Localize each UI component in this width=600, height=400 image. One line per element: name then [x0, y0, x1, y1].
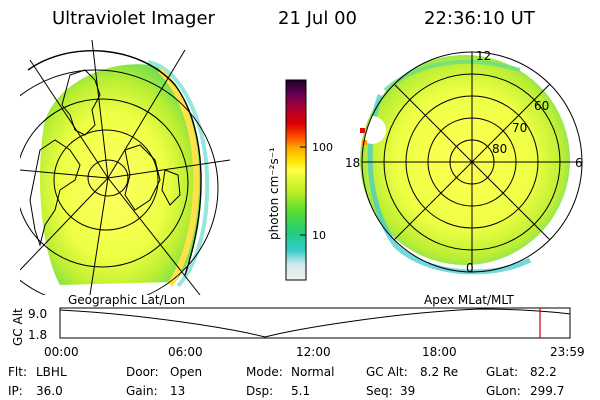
left-meridian — [89, 177, 109, 295]
colorbar-scale — [285, 79, 307, 281]
left-meridian — [107, 177, 201, 295]
right-hotspot-orange — [362, 140, 367, 145]
info-key-gcalt: GC Alt: — [366, 365, 408, 379]
time-tick-2359: 23:59 — [550, 345, 585, 359]
altitude-curve — [59, 308, 571, 338]
left-meridian — [29, 59, 109, 179]
time-tick-0000: 00:00 — [44, 345, 79, 359]
altitude-ytick-low: 1.8 — [28, 328, 47, 342]
info-key-door: Door: — [126, 365, 159, 379]
lat-label-70: 70 — [512, 121, 527, 135]
colorbar-unit-label: photon cm⁻²s⁻¹ — [267, 147, 281, 240]
colorbar-tick-label-10: 10 — [312, 229, 326, 242]
left-lat-circle — [20, 98, 189, 268]
left-meridian — [91, 40, 109, 179]
info-val-door: Open — [170, 365, 202, 379]
altitude-ytick-high: 9.0 — [28, 307, 47, 321]
info-val-glat: 82.2 — [530, 365, 557, 379]
info-val-mode: Normal — [291, 365, 334, 379]
time-tick-0600: 06:00 — [168, 345, 203, 359]
left-meridian — [20, 169, 109, 179]
info-val-gain: 13 — [170, 384, 185, 398]
right-panel-label: Apex MLat/MLT — [424, 293, 514, 307]
info-val-seq: 39 — [400, 384, 415, 398]
coastline-greenland — [61, 69, 101, 136]
left-lat-circle — [53, 129, 159, 231]
lat-label-80: 80 — [492, 142, 507, 156]
apex-polar-panel: 12 18 6 0 60 70 80 — [345, 49, 583, 275]
left-meridian — [20, 177, 109, 271]
info-key-dsp: Dsp: — [246, 384, 273, 398]
lat-label-60: 60 — [534, 99, 549, 113]
info-panel: Flt: LBHL Door: Open Mode: Normal GC Alt… — [8, 365, 564, 398]
altitude-axis-label: GC Alt — [11, 308, 25, 346]
altitude-strip: GC Alt 9.0 1.8 00:00 06:00 12:00 18:00 2… — [11, 307, 585, 359]
info-val-ip: 36.0 — [36, 384, 63, 398]
info-key-glat: GLat: — [486, 365, 518, 379]
info-key-flt: Flt: — [8, 365, 27, 379]
geographic-image-panel — [20, 40, 230, 295]
altitude-strip-frame — [59, 307, 571, 339]
left-panel-label: Geographic Lat/Lon — [68, 293, 185, 307]
mlt-label-0: 0 — [466, 261, 474, 275]
mlt-label-18: 18 — [345, 156, 360, 170]
info-key-gain: Gain: — [126, 384, 158, 398]
coastline-islands — [124, 144, 181, 211]
header-time: 22:36:10 UT — [424, 8, 536, 29]
left-aurora-disk — [40, 64, 202, 285]
left-lat-circle — [20, 69, 219, 295]
right-aurora-disk — [360, 55, 570, 265]
info-val-glon: 299.7 — [530, 384, 564, 398]
info-key-seq: Seq: — [366, 384, 393, 398]
info-val-flt: LBHL — [36, 365, 67, 379]
earth-limb — [27, 50, 202, 276]
mlt-label-12: 12 — [476, 49, 491, 63]
left-meridian — [107, 159, 230, 179]
header-title: Ultraviolet Imager — [52, 8, 216, 29]
info-val-dsp: 5.1 — [291, 384, 310, 398]
info-key-ip: IP: — [8, 384, 23, 398]
info-val-gcalt: 8.2 Re — [420, 365, 458, 379]
info-key-glon: GLon: — [486, 384, 521, 398]
left-meridian — [107, 49, 186, 179]
colorbar: 100 10 photon cm⁻²s⁻¹ — [267, 79, 333, 281]
left-limb-band — [157, 67, 200, 287]
header-date: 21 Jul 00 — [278, 8, 357, 29]
mlt-label-6: 6 — [575, 156, 583, 170]
colorbar-tick-label-100: 100 — [312, 141, 333, 154]
right-hotspot-red — [360, 128, 365, 133]
left-lat-circle — [87, 159, 129, 197]
right-mlt-line-diagonal — [393, 83, 551, 241]
time-tick-1800: 18:00 — [422, 345, 457, 359]
coastline-canada — [29, 139, 81, 247]
info-key-mode: Mode: — [246, 365, 283, 379]
time-tick-1200: 12:00 — [296, 345, 331, 359]
